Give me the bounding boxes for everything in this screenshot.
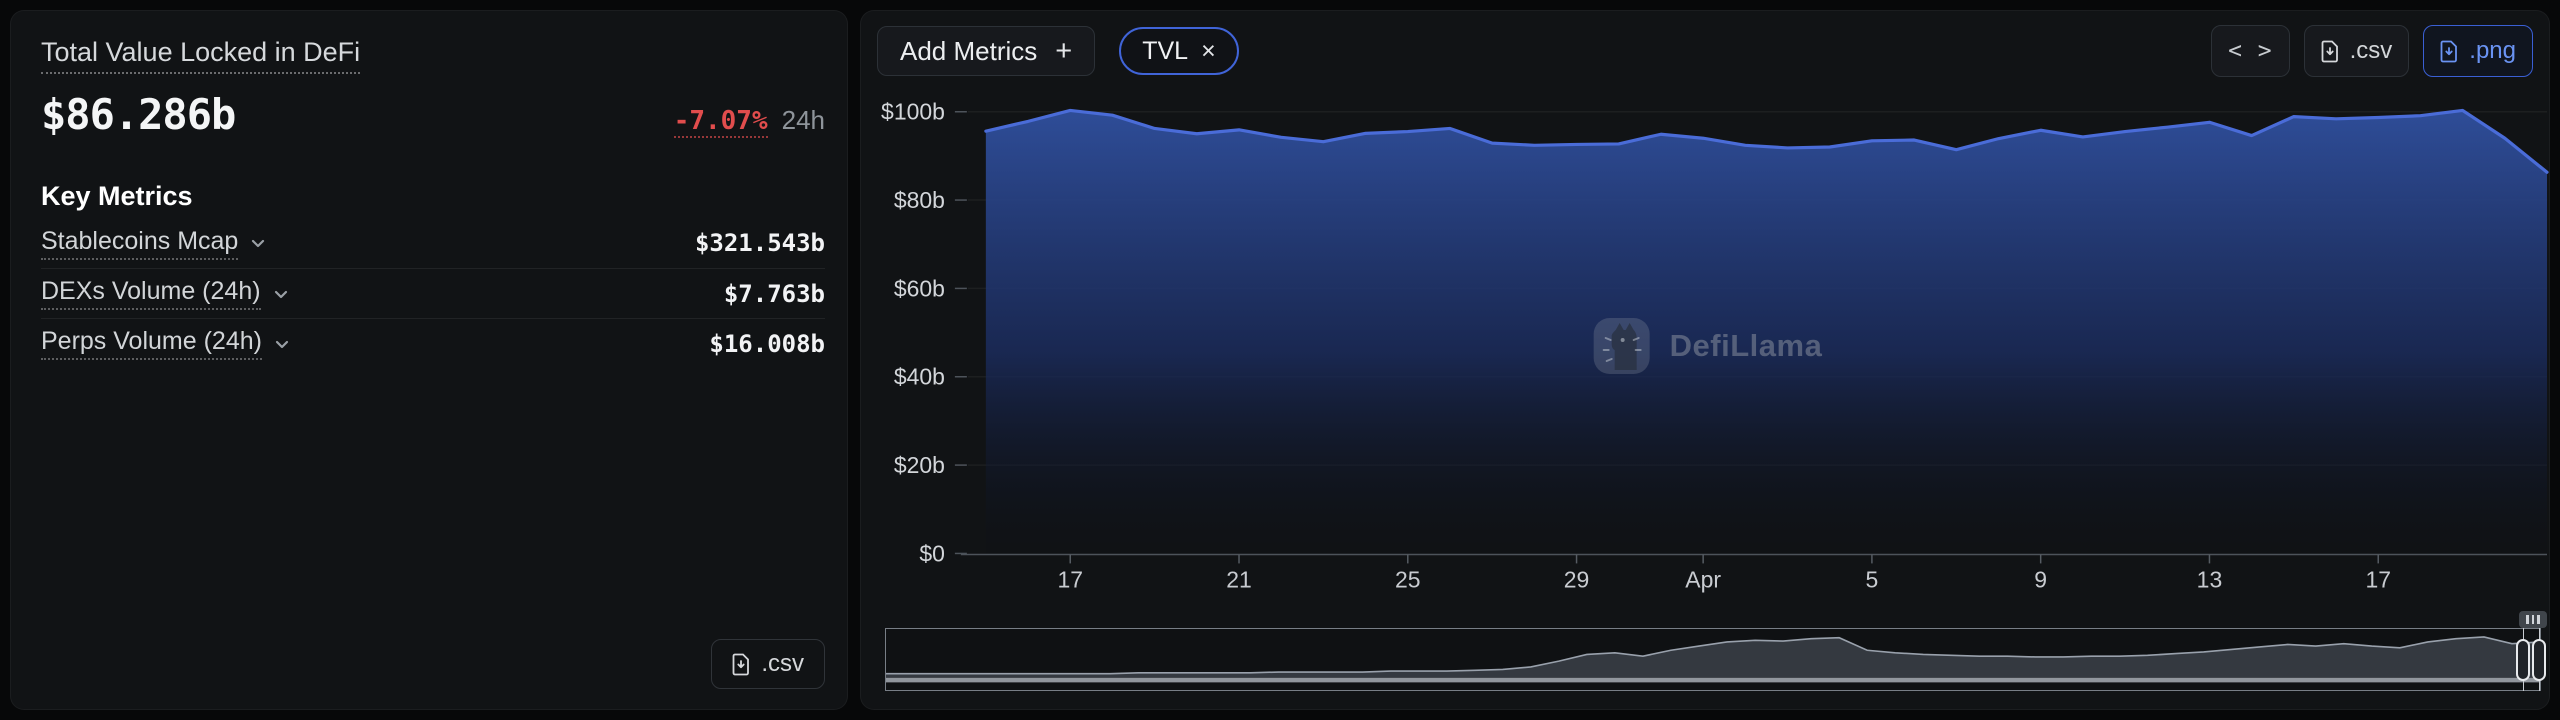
tvl-summary-panel: Total Value Locked in DeFi $86.286b -7.0… — [10, 10, 848, 710]
x-axis-label: Apr — [1685, 566, 1721, 592]
y-axis-label: $60b — [894, 275, 945, 301]
metric-label-perps-volume[interactable]: Perps Volume (24h) — [41, 327, 262, 360]
chevron-down-icon[interactable] — [248, 233, 268, 253]
metric-label-dexs-volume[interactable]: DEXs Volume (24h) — [41, 277, 261, 310]
metric-label-stablecoins-mcap[interactable]: Stablecoins Mcap — [41, 227, 239, 260]
y-axis-label: $40b — [894, 364, 945, 390]
tvl-change-24h: -7.07% — [673, 106, 768, 138]
chart-header: Add Metrics + TVL × < > .csv — [877, 25, 2533, 77]
y-axis-label: $100b — [881, 99, 945, 125]
metric-value-perps-volume: $16.008b — [709, 329, 825, 358]
x-axis-label: 21 — [1226, 566, 1252, 592]
export-csv-button[interactable]: .csv — [2303, 25, 2410, 77]
page-title: Total Value Locked in DeFi — [41, 37, 361, 74]
file-download-icon — [2321, 40, 2340, 63]
metric-row-dexs: DEXs Volume (24h) $7.763b — [41, 268, 825, 318]
x-axis-label: 25 — [1395, 566, 1421, 592]
brush-history-chart — [886, 636, 2540, 683]
brush-left-handle[interactable] — [2516, 638, 2530, 681]
x-axis-label: 5 — [1866, 566, 1879, 592]
tvl-value-row: $86.286b -7.07% 24h — [41, 90, 825, 139]
y-axis-label: $0 — [919, 540, 945, 566]
embed-code-button[interactable]: < > — [2211, 25, 2290, 77]
chevron-down-icon[interactable] — [271, 284, 291, 304]
timeline-brush[interactable] — [885, 611, 2547, 691]
metric-row-stablecoins: Stablecoins Mcap $321.543b — [41, 218, 825, 268]
y-axis-label: $20b — [894, 452, 945, 478]
download-csv-button[interactable]: .csv — [711, 639, 825, 689]
tvl-line — [984, 108, 2549, 174]
csv-button-label: .csv — [2349, 37, 2393, 64]
png-button-label: .png — [2469, 37, 2516, 64]
y-axis-label: $80b — [894, 187, 945, 213]
x-axis-label: 9 — [2034, 566, 2047, 592]
brush-line — [886, 636, 2540, 675]
code-brackets-icon: < > — [2228, 38, 2273, 64]
brush-right-handle[interactable] — [2532, 638, 2546, 681]
x-axis-label: 29 — [1564, 566, 1590, 592]
tvl-tag-label: TVL — [1142, 36, 1189, 65]
csv-button-label: .csv — [761, 650, 804, 677]
close-icon[interactable]: × — [1201, 36, 1216, 65]
tvl-area-chart[interactable]: $100b $80b $60b $40b $20b $0 17 21 25 29 Apr 5 9 13 17 — [861, 11, 2549, 709]
add-metrics-label: Add Metrics — [900, 35, 1038, 66]
x-axis-label: 17 — [2365, 566, 2391, 592]
key-metrics-heading: Key Metrics — [41, 181, 193, 211]
file-download-icon — [2440, 40, 2459, 63]
metric-value-dexs-volume: $7.763b — [723, 279, 825, 308]
tvl-value: $86.286b — [41, 90, 236, 139]
chart-toolbar: < > .csv .png — [2211, 25, 2533, 77]
tvl-area-fill — [985, 110, 2548, 554]
tvl-chart-panel: $100b $80b $60b $40b $20b $0 17 21 25 29 Apr 5 9 13 17… — [860, 10, 2550, 710]
x-axis-label: 17 — [1057, 566, 1083, 592]
change-period-label: 24h — [781, 105, 825, 135]
brush-grip-icon[interactable] — [2519, 611, 2547, 628]
brush-baseline — [886, 677, 2540, 683]
metric-value-stablecoins-mcap: $321.543b — [694, 229, 825, 257]
tvl-metric-tag[interactable]: TVL × — [1119, 27, 1239, 75]
plus-icon: + — [1055, 34, 1073, 67]
brush-area-fill — [886, 636, 2540, 678]
x-axis-label: 13 — [2197, 566, 2223, 592]
add-metrics-button[interactable]: Add Metrics + — [877, 26, 1096, 76]
metric-row-perps: Perps Volume (24h) $16.008b — [41, 318, 825, 368]
file-download-icon — [732, 653, 751, 676]
export-png-button[interactable]: .png — [2423, 25, 2533, 77]
chevron-down-icon[interactable] — [272, 334, 292, 354]
